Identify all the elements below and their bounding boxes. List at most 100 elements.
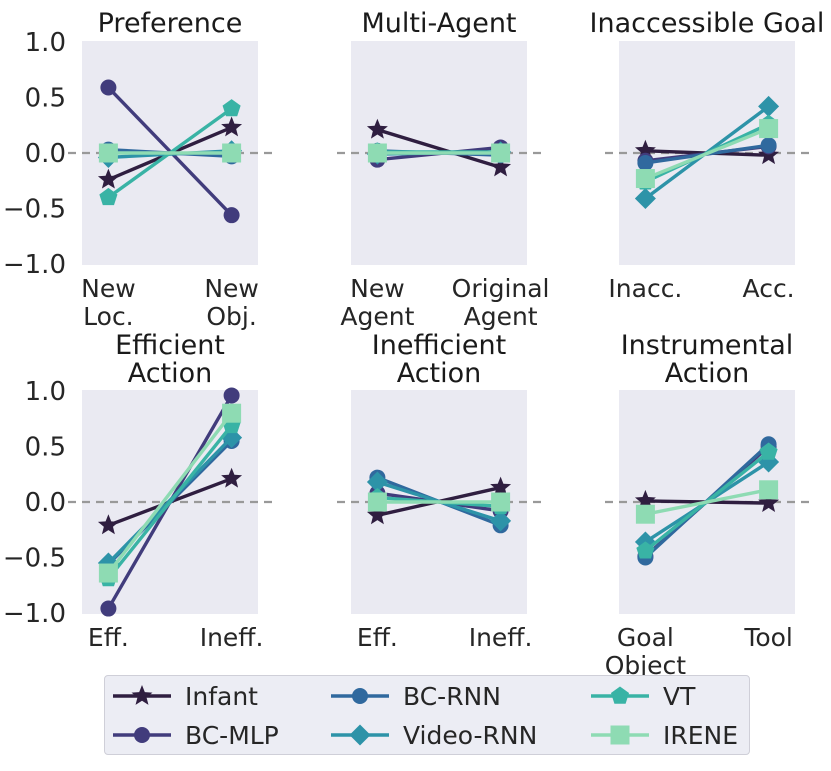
square-marker-icon bbox=[367, 143, 387, 163]
y-tick-label: 0.5 bbox=[25, 433, 66, 463]
subplot-title: Multi-Agent bbox=[361, 8, 516, 39]
series-line bbox=[106, 423, 234, 581]
legend-label: VT bbox=[663, 681, 696, 711]
x-tick-label: Obj. bbox=[206, 302, 256, 331]
y-tick-label: 0.5 bbox=[25, 84, 66, 114]
subplot-title: Inaccessible Goal bbox=[590, 8, 825, 39]
x-tick-label: Acc. bbox=[743, 274, 795, 303]
subplot-preference: Preference1.00.50.0−0.5−1.0NewLoc.NewObj… bbox=[3, 8, 272, 331]
y-tick-label: −1.0 bbox=[3, 250, 66, 280]
series-line bbox=[643, 488, 771, 516]
diamond-marker-icon bbox=[758, 95, 780, 117]
y-tick-label: −1.0 bbox=[3, 599, 66, 629]
circle-marker-icon bbox=[223, 387, 240, 404]
series-irene bbox=[635, 480, 779, 524]
y-tick-label: 1.0 bbox=[25, 28, 66, 58]
square-marker-icon bbox=[222, 403, 242, 423]
subplot-inaccessible-goal: Inaccessible Goal Inacc. Acc. bbox=[590, 8, 825, 303]
legend: Infant BC-MLP BC-RNN Video-RNN VT IRENE bbox=[104, 675, 750, 755]
x-tick-label: Tool bbox=[743, 623, 793, 652]
square-marker-icon bbox=[491, 143, 511, 163]
legend-entry-bc-rnn: BC-RNN bbox=[330, 679, 501, 713]
legend-label: BC-MLP bbox=[185, 720, 279, 750]
diamond-marker-icon bbox=[349, 724, 371, 746]
star-marker-icon bbox=[758, 492, 780, 513]
circle-marker-icon bbox=[223, 207, 240, 224]
subplot-title: Instrumental bbox=[621, 330, 794, 361]
star-marker-icon bbox=[366, 118, 388, 139]
square-marker-icon bbox=[491, 492, 511, 512]
legend-entry-video-rnn: Video-RNN bbox=[330, 718, 537, 752]
legend-entry-irene: IRENE bbox=[590, 718, 738, 752]
circle-marker-icon bbox=[100, 79, 117, 96]
legend-label: Video-RNN bbox=[403, 720, 538, 750]
pentagon-marker-icon bbox=[222, 99, 241, 117]
square-marker-icon bbox=[367, 492, 387, 512]
x-tick-label: Loc. bbox=[83, 302, 133, 331]
diamond-marker-icon bbox=[634, 188, 656, 210]
square-marker-icon bbox=[635, 504, 655, 524]
legend-entry-vt: VT bbox=[590, 679, 695, 713]
circle-marker-icon bbox=[760, 137, 777, 154]
series-infant bbox=[366, 118, 512, 177]
pentagon-marker-icon bbox=[99, 187, 118, 206]
series-irene bbox=[367, 143, 511, 163]
legend-entry-infant: Infant bbox=[112, 679, 258, 713]
star-marker-icon bbox=[97, 168, 119, 189]
x-tick-label: Goal bbox=[617, 623, 674, 652]
series-irene bbox=[635, 119, 779, 189]
x-tick-label: Agent bbox=[340, 302, 414, 331]
x-tick-label: Eff. bbox=[357, 623, 398, 652]
square-marker-icon bbox=[610, 725, 630, 745]
series-irene bbox=[98, 143, 242, 163]
x-tick-label: Eff. bbox=[88, 623, 129, 652]
y-tick-label: 0.0 bbox=[25, 488, 66, 518]
legend-entry-bc-mlp: BC-MLP bbox=[112, 718, 279, 752]
star-marker-icon bbox=[131, 685, 153, 705]
legend-label: Infant bbox=[185, 681, 258, 711]
pentagon-marker-icon bbox=[590, 679, 650, 713]
subplot-title: Action bbox=[397, 358, 482, 389]
y-tick-label: −0.5 bbox=[3, 195, 66, 225]
series-irene bbox=[98, 403, 242, 583]
subplot-title: Action bbox=[665, 358, 750, 389]
circle-marker-icon bbox=[100, 600, 117, 617]
pentagon-marker-icon bbox=[759, 442, 778, 460]
diamond-marker-icon bbox=[490, 510, 512, 532]
star-marker-icon bbox=[634, 489, 656, 510]
pentagon-marker-icon bbox=[610, 686, 630, 704]
series-line bbox=[643, 126, 771, 181]
subplot-title: Inefficient bbox=[372, 330, 506, 361]
series-irene bbox=[367, 492, 511, 512]
square-marker-icon bbox=[98, 563, 118, 583]
circle-marker-icon bbox=[637, 154, 654, 171]
diamond-marker-icon bbox=[366, 471, 388, 493]
star-marker-icon bbox=[490, 156, 512, 177]
star-marker-icon bbox=[97, 514, 119, 535]
circle-marker-icon bbox=[112, 718, 172, 752]
x-tick-label: New bbox=[81, 274, 136, 303]
x-tick-label: Inacc. bbox=[608, 274, 682, 303]
x-tick-label: New bbox=[204, 274, 259, 303]
series-line bbox=[375, 127, 503, 170]
subplot-title: Preference bbox=[98, 8, 243, 39]
square-marker-icon bbox=[222, 143, 242, 163]
legend-label: BC-RNN bbox=[403, 681, 501, 711]
x-tick-label: Ineff. bbox=[200, 623, 264, 652]
star-marker-icon bbox=[112, 679, 172, 713]
x-tick-label: Agent bbox=[464, 302, 538, 331]
square-marker-icon bbox=[590, 718, 650, 752]
y-tick-label: 0.0 bbox=[25, 139, 66, 169]
square-marker-icon bbox=[635, 169, 655, 189]
circle-marker-icon bbox=[352, 688, 368, 704]
star-marker-icon bbox=[366, 504, 388, 525]
star-marker-icon bbox=[221, 467, 243, 488]
diamond-marker-icon bbox=[330, 718, 390, 752]
series-line bbox=[106, 411, 234, 575]
circle-marker-icon bbox=[134, 727, 150, 743]
